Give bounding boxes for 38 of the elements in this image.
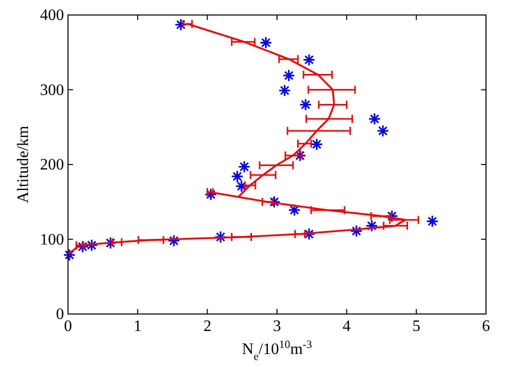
- x-tick-label: 2: [203, 318, 212, 335]
- point: [302, 54, 316, 66]
- y-axis-title: Altitude/km: [15, 125, 32, 204]
- point: [294, 149, 306, 162]
- point: [288, 204, 301, 216]
- x-tick-label: 5: [412, 318, 420, 335]
- point: [76, 240, 89, 254]
- y-tick-label: 200: [40, 156, 64, 174]
- point: [260, 36, 272, 49]
- x-tick-label: 3: [273, 318, 281, 335]
- x-tick-label: 1: [134, 318, 142, 335]
- point: [376, 124, 390, 138]
- x-tick-label: 4: [342, 318, 351, 335]
- point: [85, 238, 98, 252]
- point: [310, 138, 324, 151]
- point: [368, 112, 381, 126]
- y-tick-label: 400: [40, 7, 64, 24]
- point: [235, 180, 248, 192]
- point: [302, 228, 316, 240]
- point: [174, 18, 188, 32]
- x-tick-label: 6: [482, 318, 490, 335]
- point: [214, 230, 227, 244]
- point: [168, 234, 180, 248]
- point: [104, 236, 117, 250]
- point: [238, 160, 251, 174]
- point: [278, 84, 291, 97]
- x-axis-title: N$_{e}$/10$^{10}$m$^{-3}$: [242, 339, 312, 363]
- y-tick-label: 100: [40, 231, 64, 248]
- point: [365, 219, 378, 232]
- point: [299, 98, 312, 111]
- point: [350, 224, 363, 238]
- point: [63, 248, 76, 262]
- y-tick-label: 300: [40, 82, 64, 99]
- y-tick-label: 0: [56, 306, 64, 323]
- point: [230, 170, 244, 183]
- point: [268, 196, 281, 208]
- point: [282, 69, 296, 82]
- point: [426, 215, 439, 228]
